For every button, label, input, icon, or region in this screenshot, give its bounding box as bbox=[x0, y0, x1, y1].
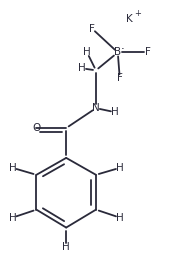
Text: F: F bbox=[145, 47, 151, 57]
Text: N: N bbox=[92, 103, 100, 113]
Text: ·: · bbox=[121, 43, 125, 56]
Text: B: B bbox=[114, 47, 121, 57]
Text: H: H bbox=[111, 107, 119, 117]
Text: F: F bbox=[89, 23, 95, 34]
Text: K: K bbox=[126, 14, 133, 24]
Text: H: H bbox=[116, 213, 124, 223]
Text: H: H bbox=[62, 242, 70, 253]
Text: H: H bbox=[83, 47, 91, 57]
Text: +: + bbox=[134, 9, 141, 18]
Text: H: H bbox=[116, 163, 124, 173]
Text: O: O bbox=[32, 123, 40, 133]
Text: H: H bbox=[9, 163, 16, 173]
Text: H: H bbox=[78, 63, 86, 73]
Text: H: H bbox=[9, 213, 16, 223]
Text: F: F bbox=[117, 73, 123, 83]
